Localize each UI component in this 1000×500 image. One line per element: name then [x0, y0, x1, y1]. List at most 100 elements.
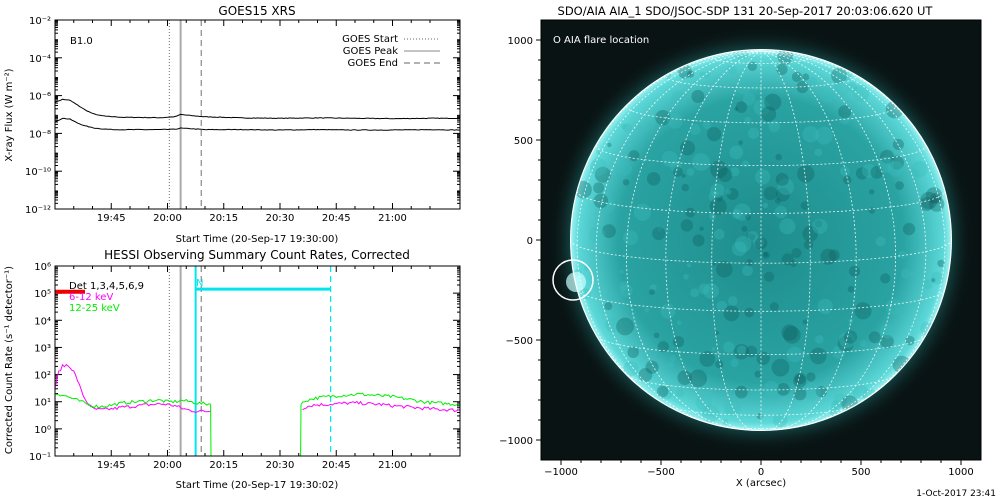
disk-mottle	[774, 205, 788, 219]
disk-mottle	[715, 194, 723, 202]
disk-mottle	[746, 233, 756, 242]
disk-mottle	[880, 149, 895, 164]
disk-mottle	[589, 158, 608, 176]
disk-mottle	[925, 187, 943, 204]
disk-mottle	[699, 226, 704, 231]
disk-mottle	[656, 385, 669, 398]
disk-mottle	[852, 84, 870, 102]
disk-mottle	[800, 201, 810, 210]
disk-mottle	[747, 61, 758, 72]
disk-mottle	[831, 67, 848, 84]
disk-mottle	[868, 331, 881, 344]
disk-mottle	[702, 120, 712, 129]
disk-mottle	[754, 236, 768, 250]
disk-mottle	[775, 187, 790, 202]
disk-mottle	[815, 126, 833, 145]
longitude-line	[760, 50, 811, 431]
disk-mottle	[660, 303, 676, 319]
disk-mottle	[764, 93, 782, 111]
disk-mottle	[703, 71, 711, 79]
disk-mottle	[681, 183, 690, 192]
disk-mottle	[681, 173, 686, 178]
disk-mottle	[922, 279, 933, 290]
disk-mottle	[691, 379, 706, 394]
disk-mottle	[593, 193, 609, 209]
disk-mottle	[655, 109, 671, 126]
disk-mottle	[601, 224, 616, 239]
x-tick-label: 21:00	[378, 213, 407, 224]
longitude-line	[760, 50, 897, 429]
disk-mottle	[692, 234, 705, 247]
y-tick-label: 10³	[34, 343, 51, 354]
x-tick-label: 20:45	[322, 213, 351, 224]
disk-mottle	[680, 219, 694, 232]
disk-mottle	[747, 127, 760, 139]
aia-image-area: −1000 −500 0 500 1000 −1000 −500 0 500 1000	[499, 19, 982, 478]
disk-mottle	[620, 320, 633, 332]
disk-mottle	[905, 335, 915, 346]
disk-mottle	[727, 296, 738, 306]
series-12-25-kev	[54, 393, 211, 409]
disk-mottle	[815, 335, 824, 344]
disk-mottle	[814, 148, 823, 157]
series-6-12-kev	[54, 363, 211, 413]
disk-mottle	[733, 344, 750, 360]
disk-mottle	[708, 190, 720, 202]
disk-mottle	[902, 222, 916, 236]
disk-mottle	[930, 192, 942, 204]
x-tick-label: 20:00	[153, 460, 182, 471]
disk-mottle	[744, 116, 752, 124]
disk-mottle	[687, 70, 695, 78]
y-tick-label: 10¹	[34, 398, 51, 409]
aia-x-tick-label: 500	[851, 467, 870, 478]
disk-mottle	[790, 260, 797, 267]
disk-mottle	[638, 368, 653, 382]
disk-mottle	[622, 123, 632, 133]
disk-mottle	[710, 160, 728, 179]
y-tick-label: 10⁶	[34, 262, 51, 273]
disk-mottle	[709, 197, 727, 215]
disk-mottle	[779, 218, 796, 235]
flare-glow	[566, 272, 586, 292]
disk-mottle	[702, 404, 720, 423]
disk-mottle	[931, 278, 936, 283]
disk-mottle	[762, 202, 768, 209]
longitude-line	[711, 50, 762, 431]
disk-mottle	[763, 252, 768, 257]
disk-mottle	[754, 169, 771, 185]
disk-mottle	[622, 179, 630, 186]
disk-mottle	[686, 168, 695, 176]
disk-mottle	[717, 167, 733, 183]
disk-mottle	[791, 71, 803, 83]
disk-mottle	[638, 125, 644, 131]
disk-mottle	[628, 150, 640, 162]
aia-x-tick-label: −1000	[544, 467, 578, 478]
disk-mottle	[806, 372, 816, 382]
disk-mottle	[633, 203, 652, 221]
disk-mottle	[691, 89, 705, 103]
y-tick-label: 10⁵	[34, 289, 51, 300]
x-tick-label: 21:00	[378, 460, 407, 471]
disk-mottle	[861, 163, 877, 178]
longitude-line	[595, 50, 762, 426]
disk-mottle	[669, 354, 677, 362]
disk-mottle	[605, 316, 621, 333]
aia-y-tick-label: −500	[506, 336, 533, 347]
disk-mottle	[754, 370, 762, 378]
hessi-xlabel: Start Time (20-Sep-17 19:30:02)	[176, 480, 339, 491]
disk-mottle	[753, 236, 765, 248]
disk-mottle	[796, 80, 809, 94]
disk-mottle	[910, 270, 916, 276]
disk-mottle	[734, 236, 752, 253]
disk-mottle	[880, 273, 891, 284]
aia-y-tick-label: 500	[514, 136, 533, 147]
hessi-ylabel: Corrected Count Rate (s⁻¹ detector⁻¹)	[4, 266, 15, 454]
disk-mottle	[731, 209, 742, 219]
disk-mottle	[726, 188, 739, 200]
hessi-count-rate-panel: HESSI Observing Summary Count Rates, Cor…	[4, 248, 461, 491]
disk-mottle	[646, 172, 661, 186]
disk-mottle	[843, 175, 852, 185]
disk-mottle	[839, 166, 850, 177]
disk-mottle	[699, 71, 705, 77]
disk-mottle	[756, 413, 763, 420]
